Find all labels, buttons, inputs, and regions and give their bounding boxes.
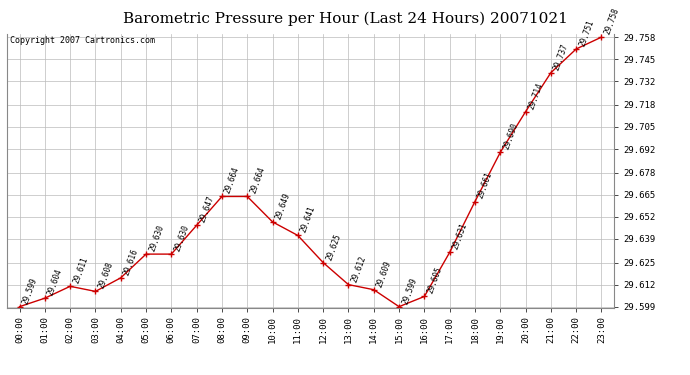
Text: 29.630: 29.630 xyxy=(148,224,166,253)
Text: 29.611: 29.611 xyxy=(72,256,90,285)
Text: 29.661: 29.661 xyxy=(476,171,494,200)
Text: 29.737: 29.737 xyxy=(552,42,570,71)
Text: 29.630: 29.630 xyxy=(172,224,190,253)
Text: 29.616: 29.616 xyxy=(122,247,140,276)
Text: 29.649: 29.649 xyxy=(274,191,292,220)
Text: 29.751: 29.751 xyxy=(578,18,595,48)
Text: 29.758: 29.758 xyxy=(603,7,621,36)
Text: 29.605: 29.605 xyxy=(426,266,444,295)
Text: 29.647: 29.647 xyxy=(198,195,216,224)
Text: 29.625: 29.625 xyxy=(324,232,342,261)
Text: 29.599: 29.599 xyxy=(21,276,39,305)
Text: 29.664: 29.664 xyxy=(224,166,241,195)
Text: 29.599: 29.599 xyxy=(400,276,418,305)
Text: Copyright 2007 Cartronics.com: Copyright 2007 Cartronics.com xyxy=(10,36,155,45)
Text: 29.714: 29.714 xyxy=(527,81,545,110)
Text: 29.612: 29.612 xyxy=(350,254,368,283)
Text: 29.609: 29.609 xyxy=(375,259,393,288)
Text: 29.664: 29.664 xyxy=(248,166,266,195)
Text: 29.641: 29.641 xyxy=(299,205,317,234)
Text: 29.608: 29.608 xyxy=(97,261,115,290)
Text: Barometric Pressure per Hour (Last 24 Hours) 20071021: Barometric Pressure per Hour (Last 24 Ho… xyxy=(123,11,567,26)
Text: 29.690: 29.690 xyxy=(502,122,520,151)
Text: 29.604: 29.604 xyxy=(46,268,64,297)
Text: 29.631: 29.631 xyxy=(451,222,469,251)
